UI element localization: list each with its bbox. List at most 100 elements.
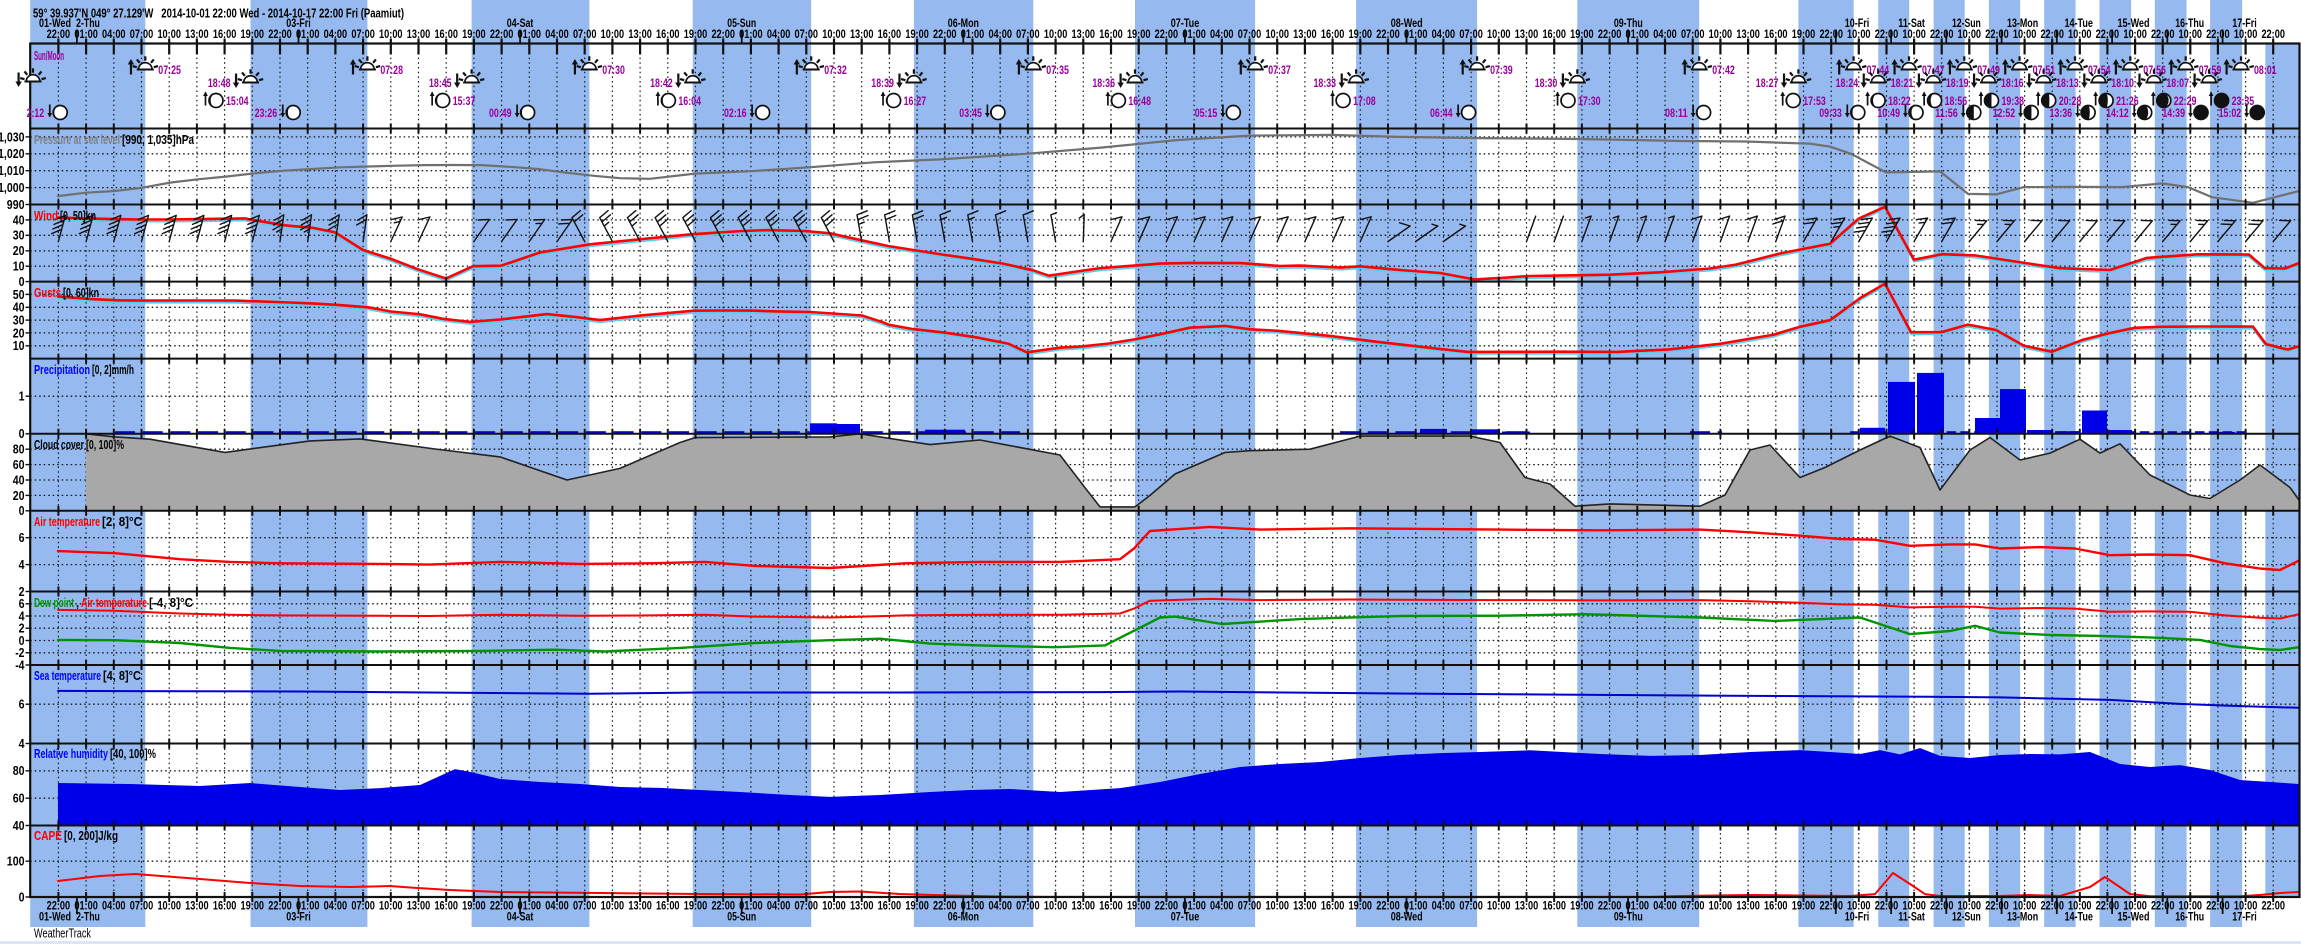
svg-text:07:00: 07:00 [795, 29, 819, 41]
svg-text:01:00: 01:00 [296, 901, 320, 913]
svg-text:01:00: 01:00 [961, 901, 985, 913]
svg-text:17:08: 17:08 [1353, 94, 1376, 108]
svg-text:40: 40 [13, 473, 25, 487]
svg-text:22:00: 22:00 [2151, 901, 2175, 913]
svg-text:22:00: 22:00 [490, 29, 514, 41]
svg-text:13:00: 13:00 [1293, 901, 1317, 913]
svg-text:04:00: 04:00 [324, 29, 348, 41]
svg-text:07:25: 07:25 [158, 63, 181, 77]
svg-text:19:00: 19:00 [684, 901, 708, 913]
svg-text:0: 0 [19, 504, 25, 518]
svg-text:13:00: 13:00 [185, 901, 209, 913]
svg-text:04:00: 04:00 [1432, 29, 1456, 41]
svg-text:59° 39.937'N 049° 27.129'W 2: 59° 39.937'N 049° 27.129'W 2014-10-01 22… [33, 6, 404, 21]
svg-text:40: 40 [13, 301, 25, 315]
svg-text:01:00: 01:00 [961, 29, 985, 41]
svg-text:04:00: 04:00 [1210, 29, 1234, 41]
svg-text:13:00: 13:00 [1736, 901, 1760, 913]
svg-text:22:00: 22:00 [1598, 29, 1622, 41]
svg-text:22:00: 22:00 [1376, 29, 1400, 41]
svg-text:6: 6 [19, 531, 25, 545]
svg-text:08:11: 08:11 [1665, 106, 1688, 120]
svg-text:80: 80 [13, 764, 25, 778]
svg-text:07-Tue: 07-Tue [1171, 18, 1200, 30]
svg-text:10:00: 10:00 [822, 29, 846, 41]
svg-text:07:00: 07:00 [1681, 901, 1705, 913]
svg-text:04:00: 04:00 [988, 901, 1012, 913]
svg-text:04:00: 04:00 [324, 901, 348, 913]
svg-text:07:37: 07:37 [1268, 63, 1291, 77]
svg-text:07:35: 07:35 [1046, 63, 1069, 77]
svg-text:6: 6 [19, 698, 25, 712]
svg-text:22:00: 22:00 [1155, 29, 1179, 41]
svg-text:01:00: 01:00 [1182, 901, 1206, 913]
svg-text:07:39: 07:39 [1490, 63, 1513, 77]
svg-text:16:00: 16:00 [656, 29, 680, 41]
svg-text:09-Thu: 09-Thu [1614, 912, 1643, 924]
svg-text:19:00: 19:00 [1349, 29, 1373, 41]
svg-text:50: 50 [13, 288, 25, 302]
svg-text:19:00: 19:00 [1349, 901, 1373, 913]
svg-text:10:00: 10:00 [1487, 29, 1511, 41]
svg-text:23:26: 23:26 [255, 106, 278, 120]
svg-text:17-Fri: 17-Fri [2232, 912, 2257, 924]
svg-text:07:32: 07:32 [824, 63, 847, 77]
svg-text:18:16: 18:16 [2001, 76, 2024, 90]
svg-text:04:00: 04:00 [767, 901, 791, 913]
svg-text:1,000: 1,000 [0, 181, 25, 195]
svg-text:,: , [76, 596, 79, 610]
svg-text:16:00: 16:00 [1542, 901, 1566, 913]
svg-text:09:33: 09:33 [1819, 106, 1842, 120]
svg-text:06-Mon: 06-Mon [948, 912, 979, 924]
svg-text:18:30: 18:30 [1535, 76, 1558, 90]
svg-text:18:21: 18:21 [1891, 76, 1914, 90]
svg-text:09-Thu: 09-Thu [1614, 18, 1643, 30]
svg-text:13:00: 13:00 [1736, 29, 1760, 41]
svg-text:07:00: 07:00 [573, 901, 597, 913]
svg-text:10:00: 10:00 [2179, 29, 2203, 41]
svg-text:15:04: 15:04 [226, 94, 249, 108]
svg-text:18:48: 18:48 [208, 76, 231, 90]
svg-text:[990, 1,035]hPa: [990, 1,035]hPa [122, 133, 195, 147]
svg-text:05-Sun: 05-Sun [727, 912, 756, 924]
svg-text:30: 30 [13, 314, 25, 328]
svg-text:13:00: 13:00 [407, 29, 431, 41]
svg-text:19:00: 19:00 [462, 901, 486, 913]
svg-text:12:52: 12:52 [1993, 106, 2016, 120]
svg-text:22:00: 22:00 [2206, 901, 2230, 913]
svg-text:[0, 100]%: [0, 100]% [86, 438, 124, 452]
svg-text:10:00: 10:00 [2068, 29, 2092, 41]
svg-text:16:00: 16:00 [878, 29, 902, 41]
svg-text:01:00: 01:00 [74, 29, 98, 41]
svg-text:10:00: 10:00 [2013, 29, 2037, 41]
svg-text:1: 1 [19, 390, 25, 404]
svg-text:6: 6 [19, 597, 25, 611]
svg-text:22:00: 22:00 [2040, 901, 2064, 913]
svg-text:18:13: 18:13 [2056, 76, 2079, 90]
svg-text:22:00: 22:00 [47, 901, 71, 913]
svg-text:10:00: 10:00 [1709, 901, 1733, 913]
svg-text:22:00: 22:00 [1155, 901, 1179, 913]
svg-text:10:00: 10:00 [1487, 901, 1511, 913]
svg-text:10:00: 10:00 [2123, 901, 2147, 913]
svg-text:10:00: 10:00 [1902, 901, 1926, 913]
svg-text:4: 4 [19, 737, 25, 751]
svg-text:60: 60 [13, 792, 25, 806]
svg-text:07:00: 07:00 [351, 901, 375, 913]
svg-text:19:00: 19:00 [1570, 29, 1594, 41]
svg-text:[-4, 8]°C: [-4, 8]°C [149, 596, 193, 610]
svg-text:14-Tue: 14-Tue [2064, 18, 2093, 30]
svg-text:Relative humidity: Relative humidity [34, 747, 108, 761]
svg-text:20: 20 [13, 244, 25, 258]
svg-text:07:00: 07:00 [1016, 29, 1040, 41]
svg-text:07:00: 07:00 [573, 29, 597, 41]
svg-text:16:00: 16:00 [213, 901, 237, 913]
svg-text:16:04: 16:04 [678, 94, 701, 108]
svg-text:0: 0 [19, 890, 25, 904]
svg-text:08:01: 08:01 [2254, 63, 2277, 77]
svg-text:[2, 8]°C: [2, 8]°C [102, 515, 142, 529]
svg-text:10:00: 10:00 [379, 29, 403, 41]
svg-text:15-Wed: 15-Wed [2118, 912, 2150, 924]
svg-text:07:00: 07:00 [130, 901, 154, 913]
svg-text:10:00: 10:00 [379, 901, 403, 913]
